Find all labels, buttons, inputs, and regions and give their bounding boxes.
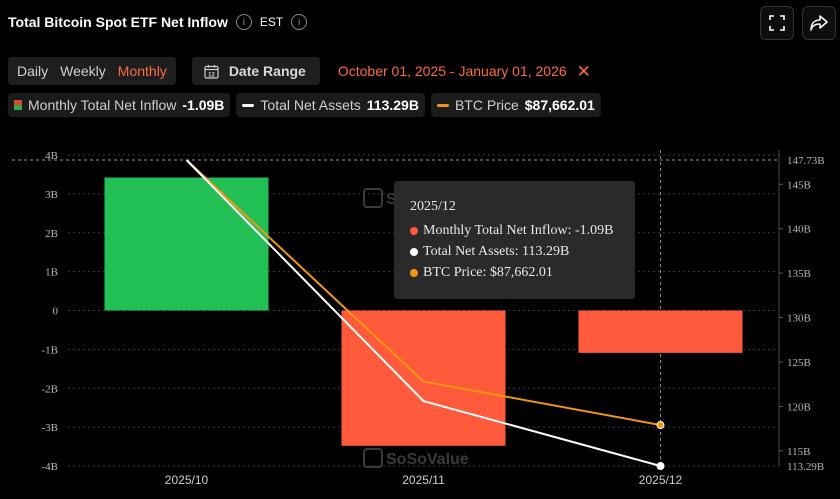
right-extreme-label: 113.29B <box>787 461 824 473</box>
date-range-label: Date Range <box>228 63 306 79</box>
legend-total-net-assets-label: Total Net Assets <box>260 97 361 113</box>
total-net-assets-line <box>185 159 661 467</box>
calendar-icon-day: 12 <box>208 72 215 78</box>
timezone-info-icon[interactable]: i <box>291 14 308 30</box>
tooltip-title: 2025/12 <box>410 199 456 214</box>
right-tick-label: 140B <box>787 224 811 236</box>
tooltip-net-inflow-text: Monthly Total Net Inflow: -1.09B <box>423 222 614 238</box>
orange-dot-icon <box>410 268 418 277</box>
watermark: SoSoValue <box>363 448 469 468</box>
left-tick-label: 4B <box>45 150 58 162</box>
left-tick-label: -4B <box>42 461 59 473</box>
right-tick-label: 125B <box>787 357 811 369</box>
period-monthly-button[interactable]: Monthly <box>117 63 167 79</box>
white-dot-icon <box>410 247 418 256</box>
btc-price-line <box>185 159 661 427</box>
legend-net-inflow[interactable]: Monthly Total Net Inflow -1.09B <box>8 93 231 117</box>
bar-2025-12 <box>578 310 743 353</box>
right-extreme-label: 147.73B <box>787 155 825 167</box>
chart-title: Total Bitcoin Spot ETF Net Inflow <box>8 14 228 30</box>
fullscreen-button[interactable] <box>760 6 794 40</box>
share-icon <box>810 15 828 31</box>
total-net-assets-point <box>656 462 665 470</box>
line-swatch-icon <box>436 103 449 107</box>
bar-2025-11 <box>341 310 506 446</box>
legend-net-inflow-label: Monthly Total Net Inflow <box>28 97 177 113</box>
expand-icon <box>769 15 785 31</box>
right-tick-label: 115B <box>787 446 810 458</box>
left-tick-label: 2B <box>45 228 58 240</box>
right-tick-label: 135B <box>787 268 811 280</box>
right-tick-label: 120B <box>787 401 811 413</box>
legend-total-net-assets-value: 113.29B <box>366 97 419 113</box>
watermark-text: SoSoValue <box>386 451 469 468</box>
legend-btc-price[interactable]: BTC Price $87,662.01 <box>430 93 601 117</box>
bar-2025-10 <box>104 177 269 311</box>
info-icon[interactable]: i <box>235 14 252 30</box>
chart-tooltip: 2025/12 Monthly Total Net Inflow: -1.09B… <box>394 181 635 299</box>
chart-controls: Daily Weekly Monthly 12 Date Range Octob… <box>8 57 591 85</box>
chart-header: Total Bitcoin Spot ETF Net Inflow i EST … <box>8 8 308 36</box>
left-tick-label: 1B <box>45 267 58 279</box>
btc-price-point <box>656 421 665 430</box>
watermark-logo-icon <box>363 448 383 468</box>
timezone-label: EST <box>259 15 284 29</box>
calendar-icon: 12 <box>204 64 219 79</box>
x-tick-label: 2025/10 <box>165 473 209 487</box>
left-tick-label: -1B <box>42 344 59 356</box>
date-range-button[interactable]: 12 Date Range <box>191 57 320 85</box>
x-tick-label: 2025/11 <box>402 473 445 487</box>
period-selector: Daily Weekly Monthly <box>8 57 176 85</box>
left-tick-label: -2B <box>42 383 59 395</box>
legend-btc-price-value: $87,662.01 <box>524 97 595 113</box>
right-tick-label: 130B <box>787 313 811 325</box>
left-tick-label: 0 <box>53 306 59 318</box>
legend-btc-price-label: BTC Price <box>454 97 519 113</box>
legend-net-inflow-value: -1.09B <box>182 97 225 113</box>
selected-range-text: October 01, 2025 - January 01, 2026 <box>337 63 567 79</box>
left-tick-label: -3B <box>42 422 59 434</box>
period-weekly-button[interactable]: Weekly <box>60 63 106 79</box>
legend-total-net-assets[interactable]: Total Net Assets 113.29B <box>236 93 425 117</box>
period-daily-button[interactable]: Daily <box>17 63 49 79</box>
chart-legend: Monthly Total Net Inflow -1.09B Total Ne… <box>8 93 601 117</box>
watermark-logo-icon <box>363 188 383 208</box>
tooltip-assets-text: Total Net Assets: 113.29B <box>423 243 570 259</box>
tooltip-row-price: BTC Price: $87,662.01 <box>410 264 635 281</box>
tooltip-price-text: BTC Price: $87,662.01 <box>423 264 553 280</box>
line-swatch-icon <box>242 103 255 107</box>
x-tick-label: 2025/12 <box>639 473 683 487</box>
tooltip-row-assets: Total Net Assets: 113.29B <box>410 243 635 260</box>
bar-swatch-icon <box>14 100 22 110</box>
tooltip-row-net-inflow: Monthly Total Net Inflow: -1.09B <box>410 222 635 239</box>
clear-range-icon[interactable]: ✕ <box>576 61 591 81</box>
share-button[interactable] <box>802 6 836 40</box>
red-dot-icon <box>410 226 418 235</box>
right-tick-label: 145B <box>787 179 811 191</box>
left-tick-label: 3B <box>45 189 58 201</box>
